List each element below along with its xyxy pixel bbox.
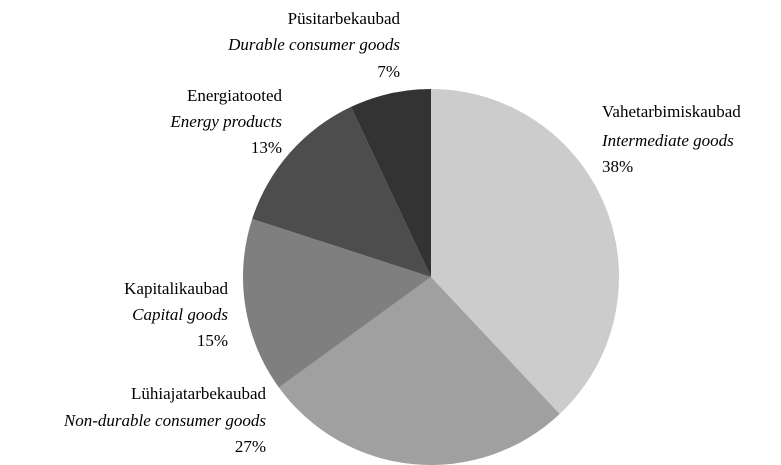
slice-label-en: Energy products [169,112,282,131]
slice-label: Kapitalikaubad [124,279,228,298]
slice-label-en: Durable consumer goods [227,35,400,54]
slice-label: Püsitarbekaubad [288,9,401,28]
slice-value: 15% [197,331,228,350]
slice-value: 27% [235,437,266,456]
slice-label-en: Intermediate goods [601,131,734,150]
slice-value: 38% [602,157,633,176]
pie-slice [242,218,431,388]
pie-slice [431,89,619,415]
slice-value: 13% [251,138,282,157]
slice-label: Energiatooted [187,86,283,105]
slice-value: 7% [377,62,400,81]
slice-label: Lühiajatarbekaubad [131,384,266,403]
pie-slice [278,277,560,465]
slice-label: Vahetarbimiskaubad [602,102,741,121]
slice-label-en: Non-durable consumer goods [63,411,266,430]
pie-slice [252,106,431,277]
pie-slice [350,89,431,277]
slice-label-en: Capital goods [132,305,228,324]
